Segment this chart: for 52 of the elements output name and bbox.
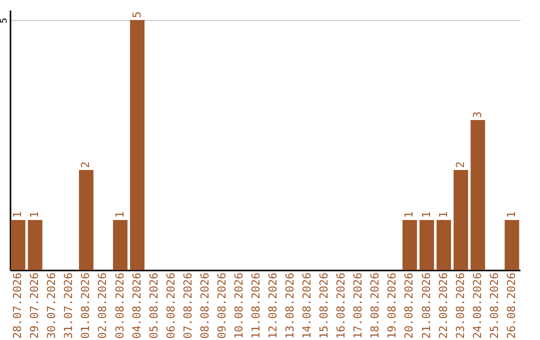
data-label: 1 xyxy=(11,211,24,218)
bar xyxy=(504,220,520,270)
x-tick-label: 16.08.2026 xyxy=(334,272,348,339)
data-label: 1 xyxy=(504,211,518,218)
data-label: 1 xyxy=(420,211,433,218)
x-tick-label: 02.08.2026 xyxy=(96,272,110,339)
data-label: 1 xyxy=(436,211,450,218)
x-tick-label: 31.07.2026 xyxy=(62,272,76,339)
x-tick-label: 20.08.2026 xyxy=(402,272,416,339)
bar xyxy=(470,120,486,270)
x-tick-label: 21.08.2026 xyxy=(420,272,433,339)
x-tick-label: 04.08.2026 xyxy=(130,272,144,339)
x-tick-label: 17.08.2026 xyxy=(352,272,365,339)
bar xyxy=(10,220,26,270)
data-label: 1 xyxy=(402,211,416,218)
bar xyxy=(113,220,128,270)
x-tick-label: 19.08.2026 xyxy=(386,272,399,339)
bar xyxy=(130,20,145,270)
x-tick-label: 14.08.2026 xyxy=(300,272,314,339)
bar xyxy=(436,220,452,270)
x-tick-label: 18.08.2026 xyxy=(368,272,382,339)
data-label: 2 xyxy=(454,161,467,168)
x-tick-label: 08.08.2026 xyxy=(198,272,212,339)
x-tick-label: 03.08.2026 xyxy=(113,272,126,339)
x-tick-label: 25.08.2026 xyxy=(488,272,501,339)
data-label: 1 xyxy=(28,211,42,218)
bar xyxy=(78,170,94,270)
x-tick-label: 13.08.2026 xyxy=(284,272,297,339)
x-tick-label: 23.08.2026 xyxy=(454,272,467,339)
x-tick-label: 07.08.2026 xyxy=(181,272,194,339)
x-tick-label: 11.08.2026 xyxy=(249,272,262,339)
x-tick-label: 15.08.2026 xyxy=(318,272,331,339)
bar xyxy=(454,170,468,270)
x-tick-label: 30.07.2026 xyxy=(45,272,58,339)
data-label: 5 xyxy=(130,11,144,18)
x-tick-label: 22.08.2026 xyxy=(436,272,450,339)
x-tick-label: 26.08.2026 xyxy=(504,272,518,339)
x-tick-label: 06.08.2026 xyxy=(164,272,178,339)
x-tick-label: 01.08.2026 xyxy=(79,272,92,339)
x-tick-label: 09.08.2026 xyxy=(215,272,228,339)
bar xyxy=(420,220,434,270)
x-tick-label: 24.08.2026 xyxy=(470,272,484,339)
x-tick-label: 05.08.2026 xyxy=(147,272,160,339)
x-tick-label: 12.08.2026 xyxy=(266,272,280,339)
x-tick-label: 10.08.2026 xyxy=(232,272,246,339)
x-tick-label: 28.07.2026 xyxy=(11,272,24,339)
x-tick-label: 29.07.2026 xyxy=(28,272,42,339)
data-label: 1 xyxy=(113,211,126,218)
data-label: 2 xyxy=(79,161,92,168)
data-label: 3 xyxy=(470,111,484,118)
bar xyxy=(28,220,42,270)
bar xyxy=(402,220,417,270)
